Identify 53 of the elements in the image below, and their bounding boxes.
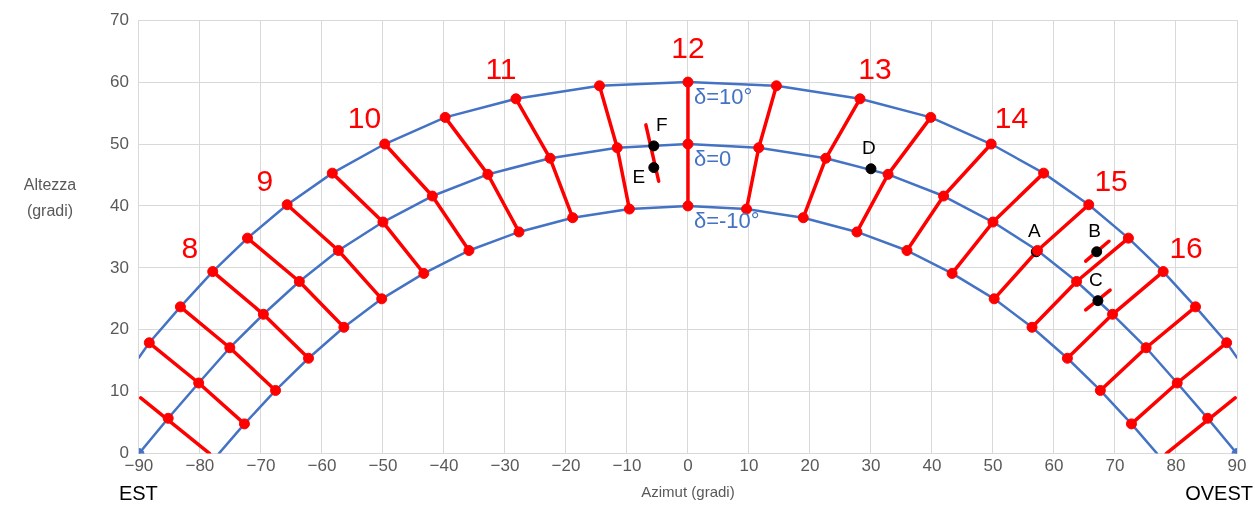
annotation: F xyxy=(655,114,668,136)
y-axis-title: Altezza (gradi) xyxy=(23,175,77,219)
x-tick-label: 0 xyxy=(683,456,693,476)
x-tick-label: −50 xyxy=(368,456,398,476)
series-label: 16 xyxy=(1169,231,1203,265)
series-label: 12 xyxy=(671,31,705,65)
series-label: 10 xyxy=(347,101,382,135)
text: EST xyxy=(118,481,158,504)
y-tick-label: 40 xyxy=(109,195,129,215)
point xyxy=(1092,295,1104,307)
series-label: 9 xyxy=(256,163,274,197)
y-tick-label: 20 xyxy=(109,319,129,339)
y-tick-label: 30 xyxy=(109,257,129,277)
x-tick-label: −20 xyxy=(551,456,581,476)
series-label: δ=10° xyxy=(693,84,753,110)
point xyxy=(648,140,660,152)
series-label: 15 xyxy=(1094,163,1128,197)
y-tick-label: 70 xyxy=(109,9,129,29)
x-tick-label: 80 xyxy=(1166,456,1186,476)
annotation: D xyxy=(862,137,876,159)
y-tick-label: 10 xyxy=(109,381,129,401)
x-tick-label: 10 xyxy=(739,456,759,476)
series-label: δ=-10° xyxy=(693,208,760,234)
series-label: 11 xyxy=(485,52,517,86)
x-tick-label: 60 xyxy=(1044,456,1064,476)
annotation: B xyxy=(1088,219,1102,241)
x-tick-label: −80 xyxy=(185,456,215,476)
x-tick-label: 40 xyxy=(922,456,942,476)
annotation: C xyxy=(1089,268,1103,290)
series-label: δ=0 xyxy=(693,146,732,172)
x-tick-label: 70 xyxy=(1105,456,1125,476)
text: OVEST xyxy=(1185,481,1253,504)
x-tick-label: −40 xyxy=(429,456,459,476)
y-tick-label: 60 xyxy=(109,71,129,91)
point xyxy=(648,162,660,174)
series-label: 13 xyxy=(858,52,892,86)
y-tick-label: 50 xyxy=(109,133,129,153)
series-label: 14 xyxy=(994,101,1029,135)
point xyxy=(865,163,877,175)
x-tick-label: −10 xyxy=(612,456,642,476)
y-tick-label: 0 xyxy=(119,443,129,463)
annotation: A xyxy=(1027,219,1041,241)
x-axis-title: Azimut (gradi) xyxy=(641,483,735,501)
annotation: E xyxy=(632,165,646,187)
series-label: 8 xyxy=(181,231,199,265)
x-tick-label: 30 xyxy=(861,456,881,476)
x-tick-label: −30 xyxy=(490,456,520,476)
point xyxy=(1091,246,1103,258)
x-tick-label: −70 xyxy=(246,456,276,476)
x-tick-label: 90 xyxy=(1227,456,1247,476)
x-tick-label: −60 xyxy=(307,456,337,476)
x-tick-label: 20 xyxy=(800,456,820,476)
x-tick-label: 50 xyxy=(983,456,1003,476)
